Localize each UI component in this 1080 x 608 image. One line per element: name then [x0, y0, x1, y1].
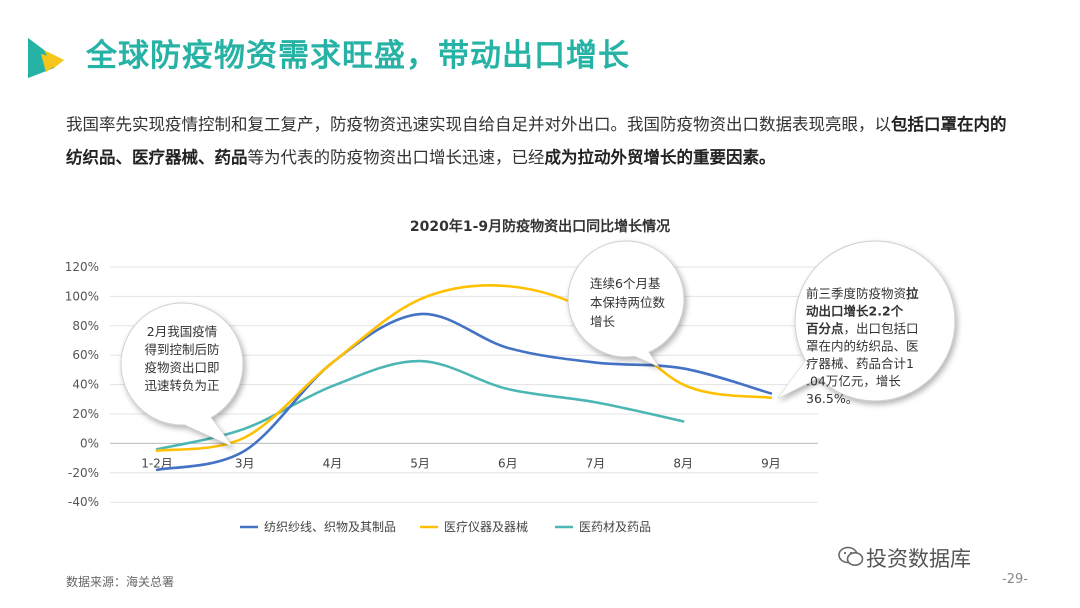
series-line-0: [155, 312, 773, 472]
series-line-2: [155, 359, 685, 451]
legend-label: 医疗仪器及器械: [444, 519, 528, 534]
x-tick-label: 7月: [586, 456, 606, 470]
page-number: -29-: [1002, 572, 1028, 587]
y-tick-label: 100%: [65, 289, 99, 303]
brand-watermark: 投资数据库: [866, 547, 971, 571]
annotation-bubble-1: [120, 302, 244, 447]
y-tick-label: 20%: [72, 407, 99, 421]
annotation-bubble-1-tail-fill: [170, 410, 232, 446]
y-tick-label: 60%: [72, 348, 99, 362]
x-tick-label: 6月: [498, 456, 518, 470]
series-line-1: [155, 284, 773, 453]
annotation-text-2: 连续6个月基本保持两位数增长: [590, 276, 666, 329]
annotation-bubble-3-circle: [794, 240, 956, 402]
y-tick-label: -40%: [68, 495, 99, 509]
intro-paragraph: 我国率先实现疫情控制和复工复产，防疫物资迅速实现自给自足并对外出口。我国防疫物资…: [66, 108, 1016, 174]
legend-item: 医疗仪器及器械: [420, 519, 528, 534]
data-source: 数据来源：海关总署: [66, 575, 175, 589]
page-title: 全球防疫物资需求旺盛，带动出口增长: [86, 38, 630, 74]
annotation-bubble-2-tail-fill: [612, 340, 658, 366]
x-tick-label: 9月: [761, 456, 781, 470]
x-tick-label: 8月: [673, 456, 693, 470]
chart-title: 2020年1-9月防疫物资出口同比增长情况: [409, 219, 671, 235]
play-logo-icon: [28, 38, 64, 78]
wechat-icon: [838, 546, 864, 566]
intro-text-1: 我国率先实现疫情控制和复工复产，防疫物资迅速实现自给自足并对外出口。我国防疫物资…: [66, 115, 891, 134]
annotation-text-1: 2月我国疫情得到控制后防疫物资出口即迅速转负为正: [144, 324, 219, 393]
legend-item: 纺织纱线、织物及其制品: [240, 520, 396, 534]
x-tick-label: 5月: [410, 456, 430, 470]
intro-bold-1: 包括口罩在内的纺织品、医疗器械、药品: [66, 115, 1007, 167]
y-tick-label: -20%: [68, 466, 99, 480]
y-tick-label: 40%: [72, 378, 99, 392]
y-tick-label: 120%: [65, 260, 99, 274]
x-tick-label: 4月: [323, 456, 343, 470]
y-tick-label: 80%: [72, 319, 99, 333]
intro-bold-2: 成为拉动外贸增长的重要因素。: [544, 148, 776, 167]
legend-label: 医药材及药品: [579, 520, 651, 534]
annotation-bubble-3-tail-fill: [778, 352, 826, 398]
x-tick-label: 1-2月: [141, 456, 173, 470]
annotation-bubble-2: [567, 240, 685, 368]
legend-item: 医药材及药品: [555, 520, 651, 534]
intro-text-2: 等为代表的防疫物资出口增长迅速，已经: [247, 148, 545, 167]
annotation-bubble-2-circle: [567, 240, 685, 358]
annotation-bubble-3: [777, 240, 956, 402]
legend-label: 纺织纱线、织物及其制品: [264, 520, 396, 534]
y-tick-label: 0%: [80, 436, 99, 450]
annotation-bubble-1-circle: [120, 302, 244, 426]
callout-text: 前三季度防疫物资拉动出口增长2.2个百分点，出口包括口罩在内的纺织品、医疗器械、…: [806, 286, 919, 406]
x-tick-label: 3月: [235, 456, 255, 470]
